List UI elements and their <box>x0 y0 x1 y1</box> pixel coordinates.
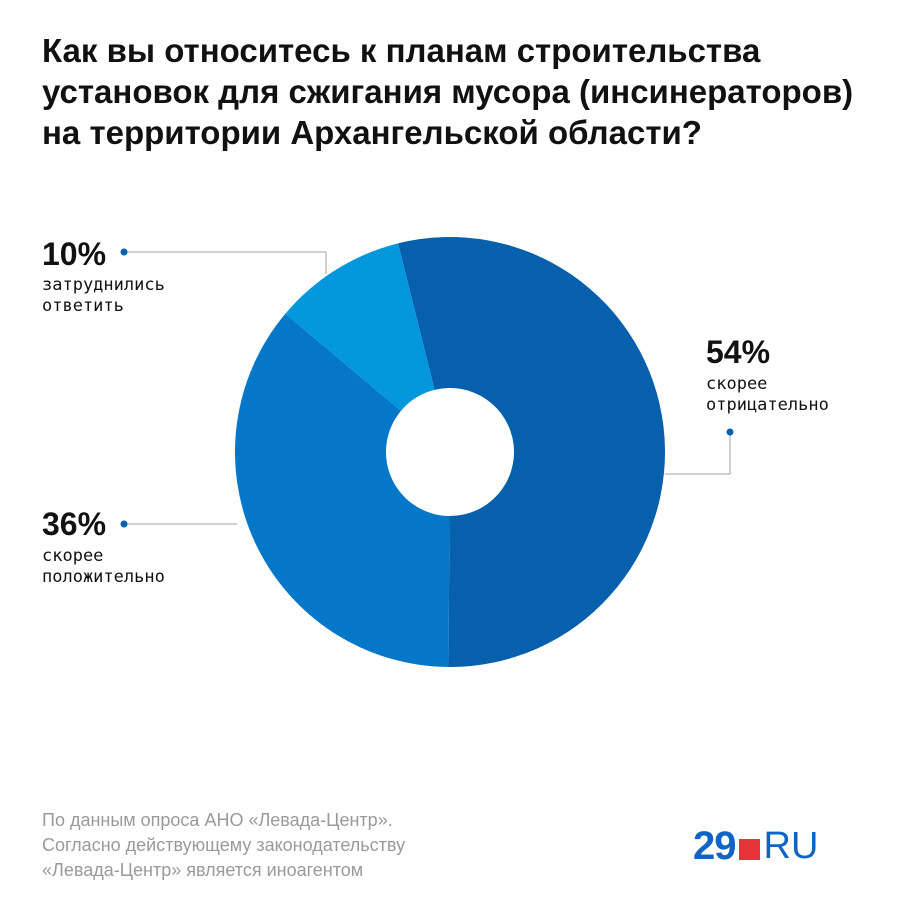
source-line: «Левада-Центр» является иноагентом <box>42 860 364 880</box>
label-line: отрицательно <box>706 395 829 415</box>
source-line: Согласно действующему законодательству <box>42 835 406 855</box>
label-line: ответить <box>42 296 124 316</box>
label-line: скорее <box>706 374 768 394</box>
leader-unsure-dot <box>120 248 128 256</box>
slice-positive <box>235 313 450 667</box>
label-line: затруднились <box>42 275 165 295</box>
label-line: скорее <box>42 546 104 566</box>
leader-negative-dot <box>726 428 734 436</box>
source-note: По данным опроса АНО «Левада-Центр». Сог… <box>42 808 405 883</box>
title-line: установок для сжигания мусора (инсинерат… <box>42 73 854 110</box>
label-positive-pct: 36% <box>42 506 107 542</box>
label-negative-pct: 54% <box>706 334 771 370</box>
label-negative-text: скорее отрицательно <box>706 374 829 416</box>
brand-logo[interactable]: 29 RU <box>693 823 819 868</box>
label-unsure-pct: 10% <box>42 236 107 272</box>
label-line: положительно <box>42 567 165 587</box>
slice-negative <box>397 236 666 667</box>
leader-unsure-line <box>124 251 327 274</box>
slice-unsure <box>285 243 435 411</box>
label-unsure-text: затруднились ответить <box>42 275 165 317</box>
logo-square-icon <box>738 838 760 860</box>
leader-positive-dot <box>120 520 128 528</box>
logo-number: 29 <box>693 823 736 868</box>
source-line: По данным опроса АНО «Левада-Центр». <box>42 810 393 830</box>
logo-suffix: RU <box>763 824 819 867</box>
leader-negative-line <box>665 432 731 475</box>
title-line: Как вы относитесь к планам строительства <box>42 32 761 69</box>
chart-title: Как вы относитесь к планам строительства… <box>42 30 882 153</box>
label-positive-text: скорее положительно <box>42 546 165 588</box>
title-line: на территории Архангельской области? <box>42 114 702 151</box>
